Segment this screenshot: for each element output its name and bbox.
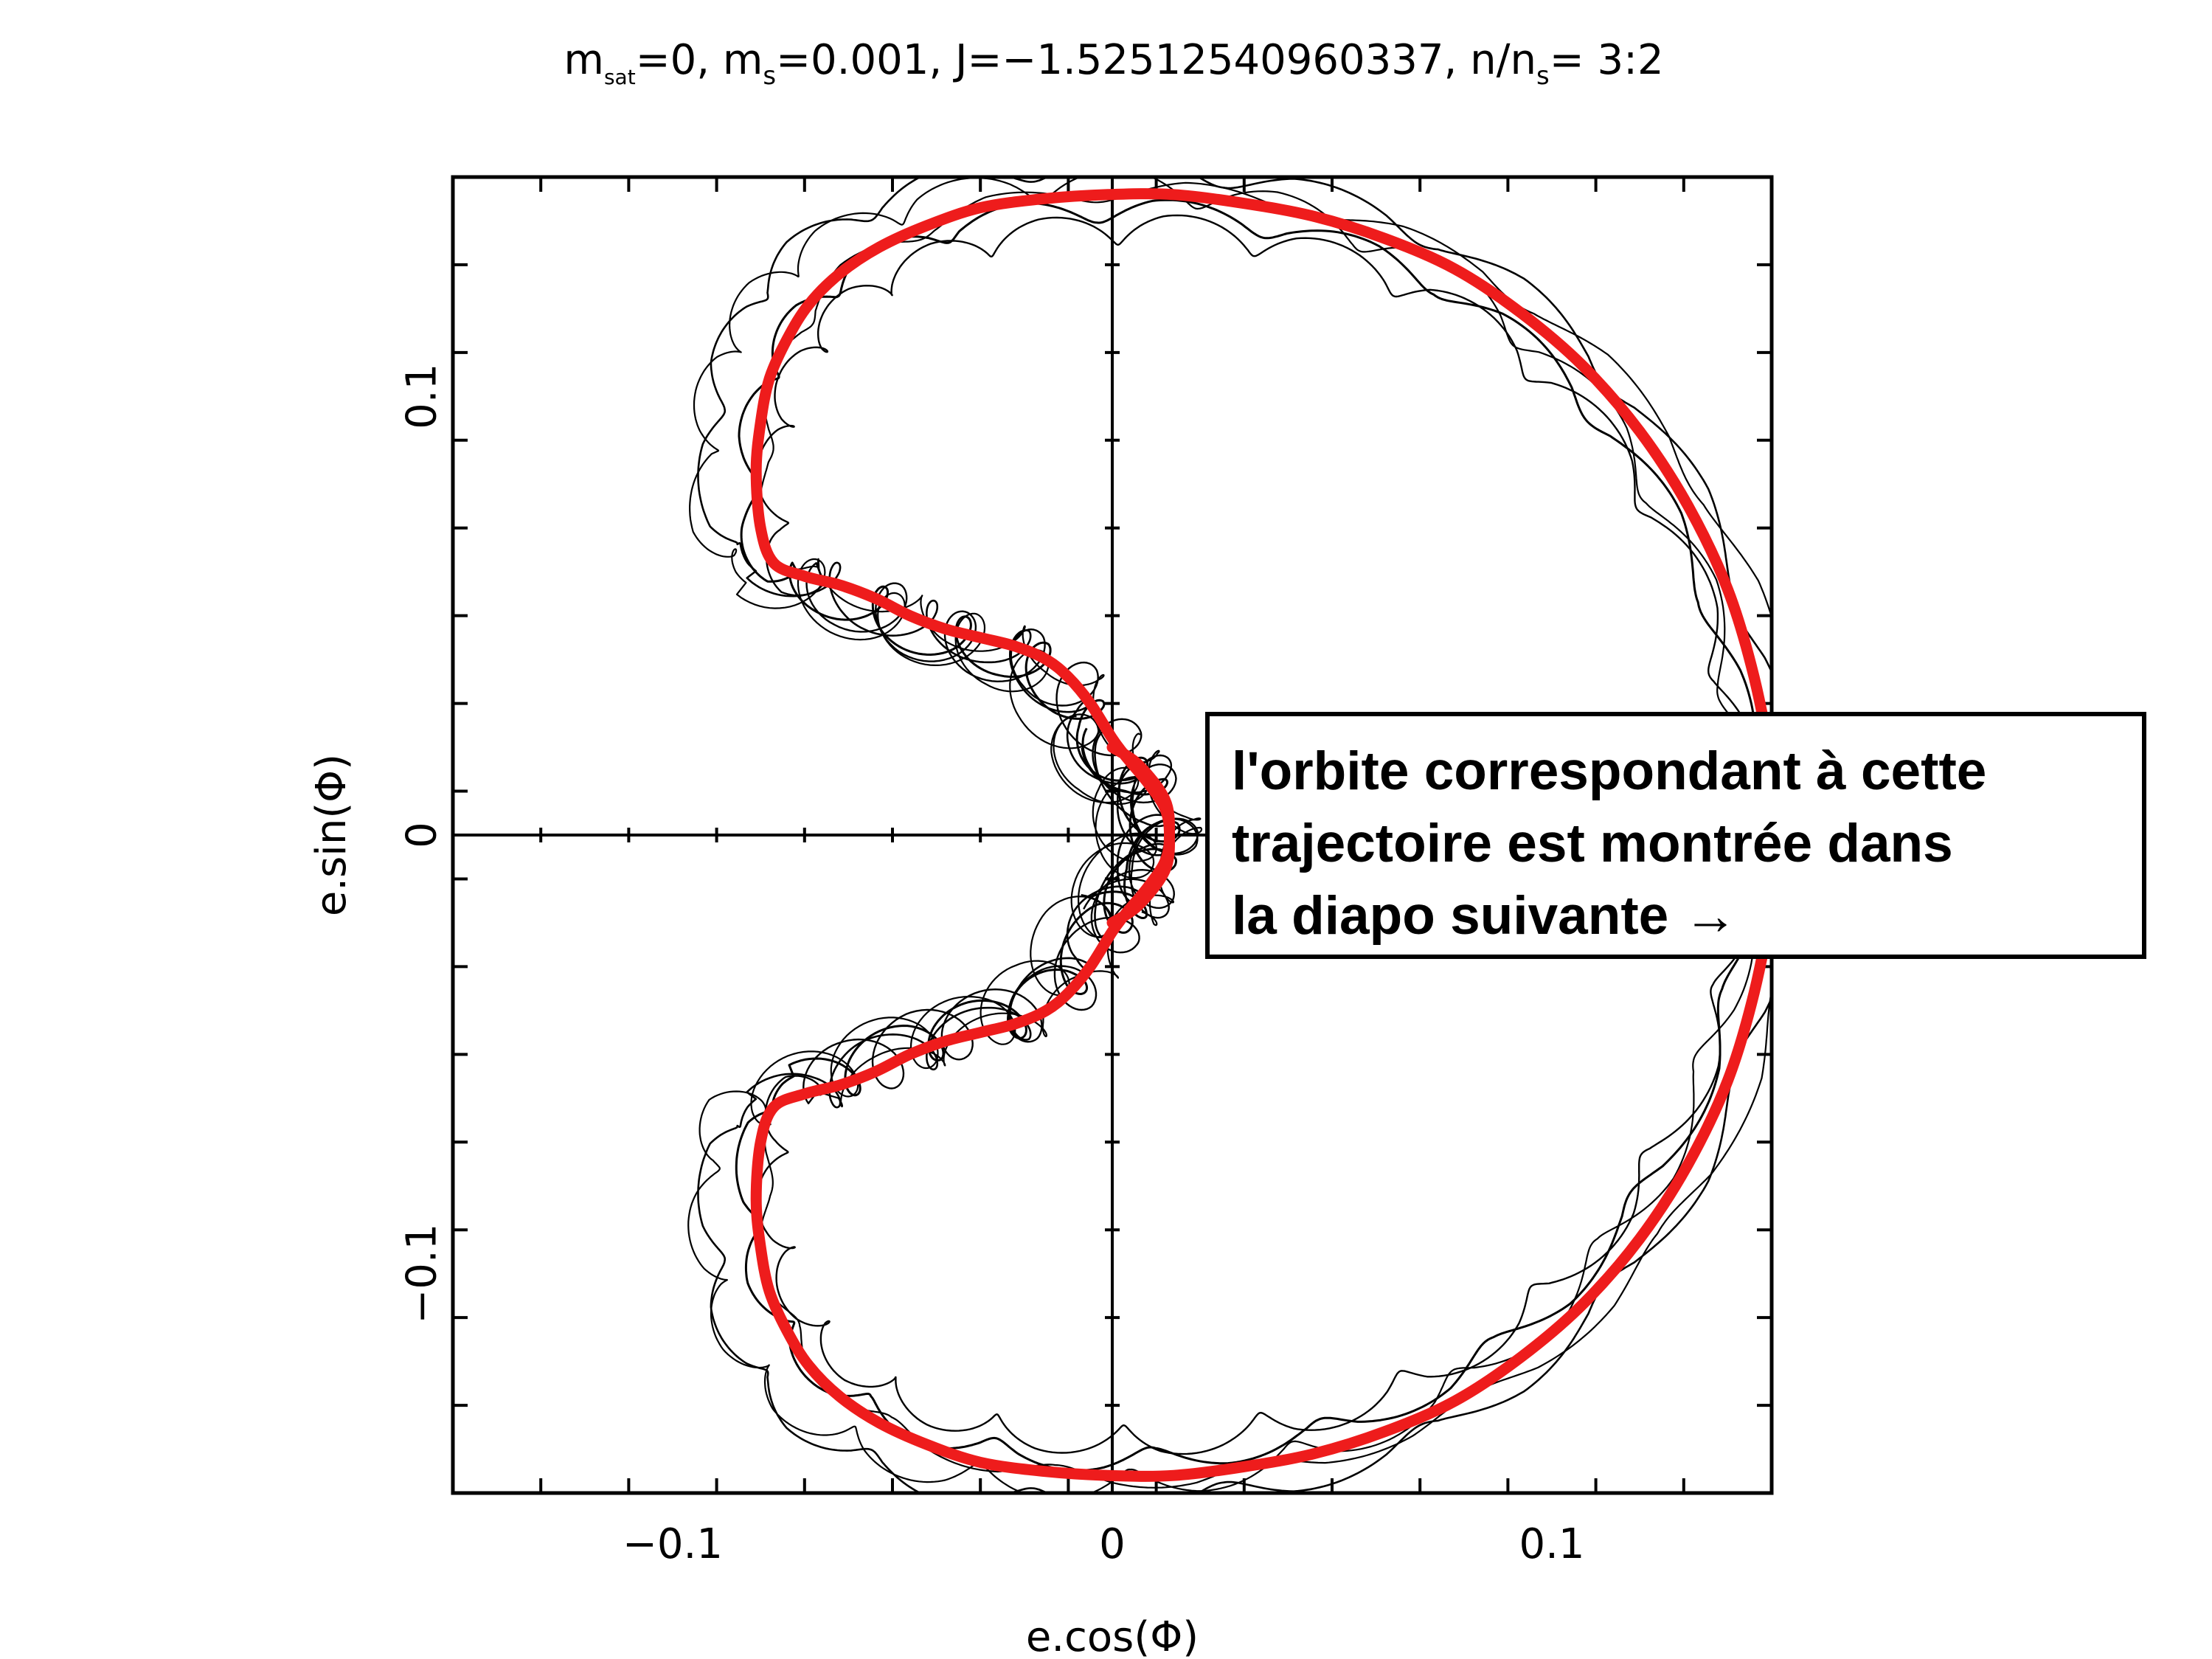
y-tick-label: 0.1 bbox=[398, 364, 446, 429]
callout-line: l'orbite correspondant à cette bbox=[1232, 741, 1987, 801]
y-axis-label: e.sin(Φ) bbox=[308, 754, 356, 916]
y-tick-label: −0.1 bbox=[398, 1224, 446, 1324]
chart-title: msat=0, ms=0.001, J=−1.52512540960337, n… bbox=[564, 36, 1663, 91]
red-trajectory-series bbox=[750, 188, 1772, 1482]
tick-labels: −0.1 0 0.1 −0.1 0 0.1 bbox=[398, 364, 1585, 1568]
x-tick-label: −0.1 bbox=[623, 1520, 723, 1568]
annotation-callout: l'orbite correspondant à cette trajectoi… bbox=[1205, 712, 2146, 959]
callout-line: la diapo suivante → bbox=[1232, 886, 1738, 946]
red-trajectory bbox=[750, 188, 1772, 1482]
black-trajectory bbox=[697, 177, 1772, 1493]
x-tick-label: 0.1 bbox=[1519, 1520, 1584, 1568]
callout-line: trajectoire est montrée dans bbox=[1232, 814, 1953, 873]
y-tick-label: 0 bbox=[398, 822, 446, 848]
x-axis-label: e.cos(Φ) bbox=[1026, 1613, 1199, 1659]
x-tick-label: 0 bbox=[1099, 1520, 1126, 1568]
